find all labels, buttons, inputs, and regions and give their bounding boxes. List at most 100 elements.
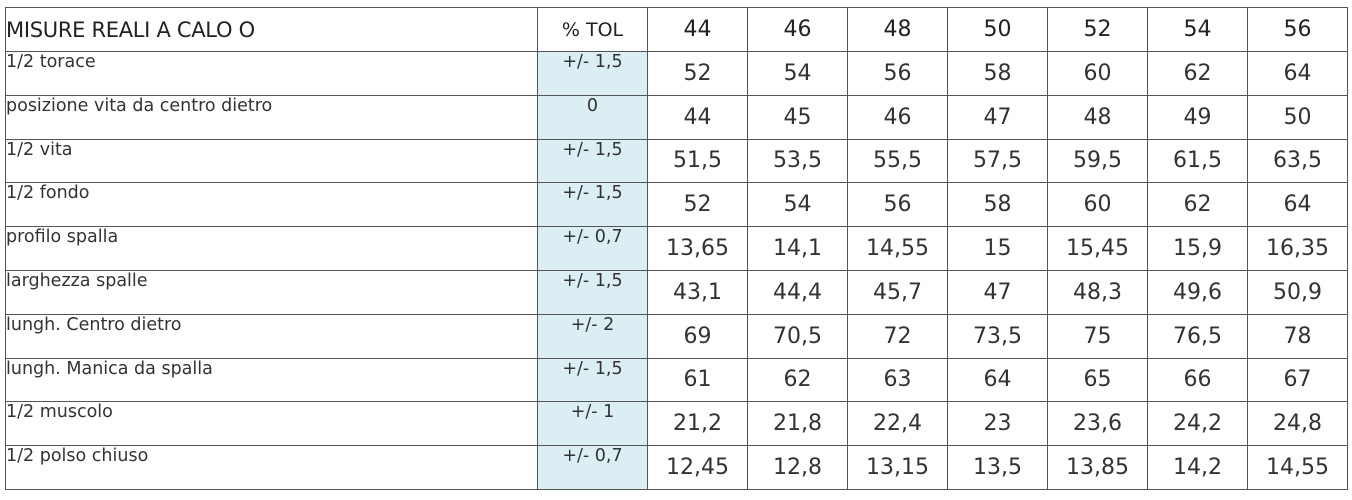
measurement-value: 44,4 <box>747 269 848 315</box>
measurement-value: 78 <box>1247 313 1348 359</box>
measurement-value: 24,8 <box>1247 401 1348 447</box>
measurement-value: 61,5 <box>1147 138 1248 184</box>
table-body: 1/2 torace +/- 1,5 52 54 56 58 60 62 64 posizione… <box>5 51 1348 490</box>
tolerance-cell: +/- 1,5 <box>537 51 648 96</box>
measurement-label: lungh. Manica da spalla <box>5 357 538 403</box>
table-row: 1/2 torace +/- 1,5 52 54 56 58 60 62 64 <box>5 51 1348 96</box>
measurement-value: 23,6 <box>1047 401 1148 447</box>
table-row: 1/2 vita +/- 1,5 51,5 53,5 55,5 57,5 59,5 61,5 6… <box>5 138 1348 184</box>
table-row: lungh. Manica da spalla +/- 1,5 61 62 63 64 65… <box>5 357 1348 403</box>
measurement-value: 66 <box>1147 357 1248 403</box>
measurement-value: 58 <box>947 182 1048 228</box>
measurement-value: 69 <box>647 313 748 359</box>
measurement-value: 44 <box>647 94 748 140</box>
measurement-label: larghezza spalle <box>5 269 538 315</box>
tolerance-cell: +/- 1,5 <box>537 269 648 315</box>
measurement-value: 73,5 <box>947 313 1048 359</box>
measurement-value: 21,8 <box>747 401 848 447</box>
measurement-value: 15,9 <box>1147 226 1248 271</box>
measurement-value: 23 <box>947 401 1048 447</box>
measurement-value: 55,5 <box>847 138 948 184</box>
measurement-value: 14,55 <box>1247 445 1348 490</box>
measurement-label: lungh. Centro dietro <box>5 313 538 359</box>
measurement-value: 16,35 <box>1247 226 1348 271</box>
size-header: 56 <box>1247 7 1348 52</box>
measurement-value: 70,5 <box>747 313 848 359</box>
measurement-label: 1/2 fondo <box>5 182 538 228</box>
measurement-value: 48 <box>1047 94 1148 140</box>
measurement-value: 52 <box>647 182 748 228</box>
measurement-value: 63,5 <box>1247 138 1348 184</box>
size-header: 46 <box>747 7 848 52</box>
tolerance-header: % TOL <box>537 7 648 52</box>
measurement-value: 56 <box>847 51 948 96</box>
measurement-label: 1/2 vita <box>5 138 538 184</box>
size-header: 44 <box>647 7 748 52</box>
measurement-label: 1/2 muscolo <box>5 401 538 447</box>
measurement-value: 60 <box>1047 51 1148 96</box>
size-header: 48 <box>847 7 948 52</box>
size-measurements-table: MISURE REALI A CALO O % TOL 44 46 48 50 … <box>5 7 1348 490</box>
measurement-value: 45 <box>747 94 848 140</box>
tolerance-cell: +/- 1,5 <box>537 138 648 184</box>
measurement-value: 13,85 <box>1047 445 1148 490</box>
table-row: 1/2 fondo +/- 1,5 52 54 56 58 60 62 64 <box>5 182 1348 228</box>
measurement-value: 50,9 <box>1247 269 1348 315</box>
measurement-value: 47 <box>947 94 1048 140</box>
tolerance-cell: +/- 1,5 <box>537 182 648 228</box>
measurement-label: profilo spalla <box>5 226 538 271</box>
measurement-value: 62 <box>747 357 848 403</box>
measurement-value: 24,2 <box>1147 401 1248 447</box>
table-row: lungh. Centro dietro +/- 2 69 70,5 72 73,5 75 7… <box>5 313 1348 359</box>
measurement-value: 12,45 <box>647 445 748 490</box>
table-row: 1/2 muscolo +/- 1 21,2 21,8 22,4 23 23,6 24,2 24… <box>5 401 1348 447</box>
measurement-value: 54 <box>747 51 848 96</box>
measurement-value: 51,5 <box>647 138 748 184</box>
measurement-value: 13,15 <box>847 445 948 490</box>
measurement-value: 15 <box>947 226 1048 271</box>
measurement-value: 13,65 <box>647 226 748 271</box>
measurement-value: 12,8 <box>747 445 848 490</box>
measurement-value: 14,1 <box>747 226 848 271</box>
measurement-value: 47 <box>947 269 1048 315</box>
tolerance-cell: +/- 1 <box>537 401 648 447</box>
measurement-value: 43,1 <box>647 269 748 315</box>
measurement-value: 62 <box>1147 182 1248 228</box>
measurement-value: 56 <box>847 182 948 228</box>
measurement-value: 57,5 <box>947 138 1048 184</box>
measurement-label: 1/2 polso chiuso <box>5 445 538 490</box>
measurement-value: 13,5 <box>947 445 1048 490</box>
measurement-value: 21,2 <box>647 401 748 447</box>
table-row: posizione vita da centro dietro 0 44 45 46 47… <box>5 94 1348 140</box>
measurement-value: 65 <box>1047 357 1148 403</box>
measurement-value: 45,7 <box>847 269 948 315</box>
measurement-value: 64 <box>1247 182 1348 228</box>
table-row: larghezza spalle +/- 1,5 43,1 44,4 45,7 47 48,… <box>5 269 1348 315</box>
measurement-value: 22,4 <box>847 401 948 447</box>
measurement-value: 49,6 <box>1147 269 1248 315</box>
measurement-value: 58 <box>947 51 1048 96</box>
table-header-row: MISURE REALI A CALO O % TOL 44 46 48 50 … <box>5 7 1348 52</box>
measurement-value: 49 <box>1147 94 1248 140</box>
measurement-value: 46 <box>847 94 948 140</box>
measurement-value: 54 <box>747 182 848 228</box>
measurement-value: 15,45 <box>1047 226 1148 271</box>
table-title: MISURE REALI A CALO O <box>5 7 538 52</box>
measurement-value: 67 <box>1247 357 1348 403</box>
measurement-value: 50 <box>1247 94 1348 140</box>
measurement-value: 61 <box>647 357 748 403</box>
measurement-value: 14,55 <box>847 226 948 271</box>
measurement-value: 14,2 <box>1147 445 1248 490</box>
measurement-value: 48,3 <box>1047 269 1148 315</box>
size-header: 52 <box>1047 7 1148 52</box>
measurement-value: 59,5 <box>1047 138 1148 184</box>
measurement-value: 72 <box>847 313 948 359</box>
table-row: profilo spalla +/- 0,7 13,65 14,1 14,55 15 15,… <box>5 226 1348 271</box>
tolerance-cell: 0 <box>537 94 648 140</box>
measurement-label: posizione vita da centro dietro <box>5 94 538 140</box>
measurement-value: 76,5 <box>1147 313 1248 359</box>
measurement-value: 63 <box>847 357 948 403</box>
measurement-value: 60 <box>1047 182 1148 228</box>
table-row: 1/2 polso chiuso +/- 0,7 12,45 12,8 13,15 13,… <box>5 445 1348 490</box>
measurement-value: 53,5 <box>747 138 848 184</box>
